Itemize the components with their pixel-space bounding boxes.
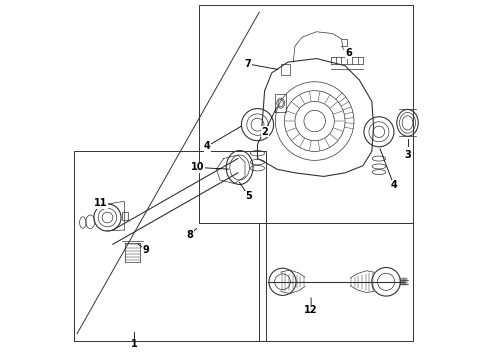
Text: 3: 3 — [404, 150, 411, 159]
Text: 10: 10 — [191, 162, 205, 172]
Bar — [281, 64, 290, 75]
Text: 5: 5 — [245, 191, 252, 201]
Text: 1: 1 — [131, 339, 138, 349]
Text: 4: 4 — [204, 141, 211, 151]
Text: 9: 9 — [142, 245, 149, 255]
Text: 7: 7 — [245, 59, 251, 69]
Bar — [122, 212, 128, 220]
Text: 6: 6 — [345, 48, 352, 58]
Text: 8: 8 — [186, 230, 193, 240]
Text: 12: 12 — [304, 305, 318, 315]
Text: 2: 2 — [261, 127, 268, 137]
Text: 11: 11 — [94, 198, 107, 208]
Text: 4: 4 — [391, 180, 397, 190]
